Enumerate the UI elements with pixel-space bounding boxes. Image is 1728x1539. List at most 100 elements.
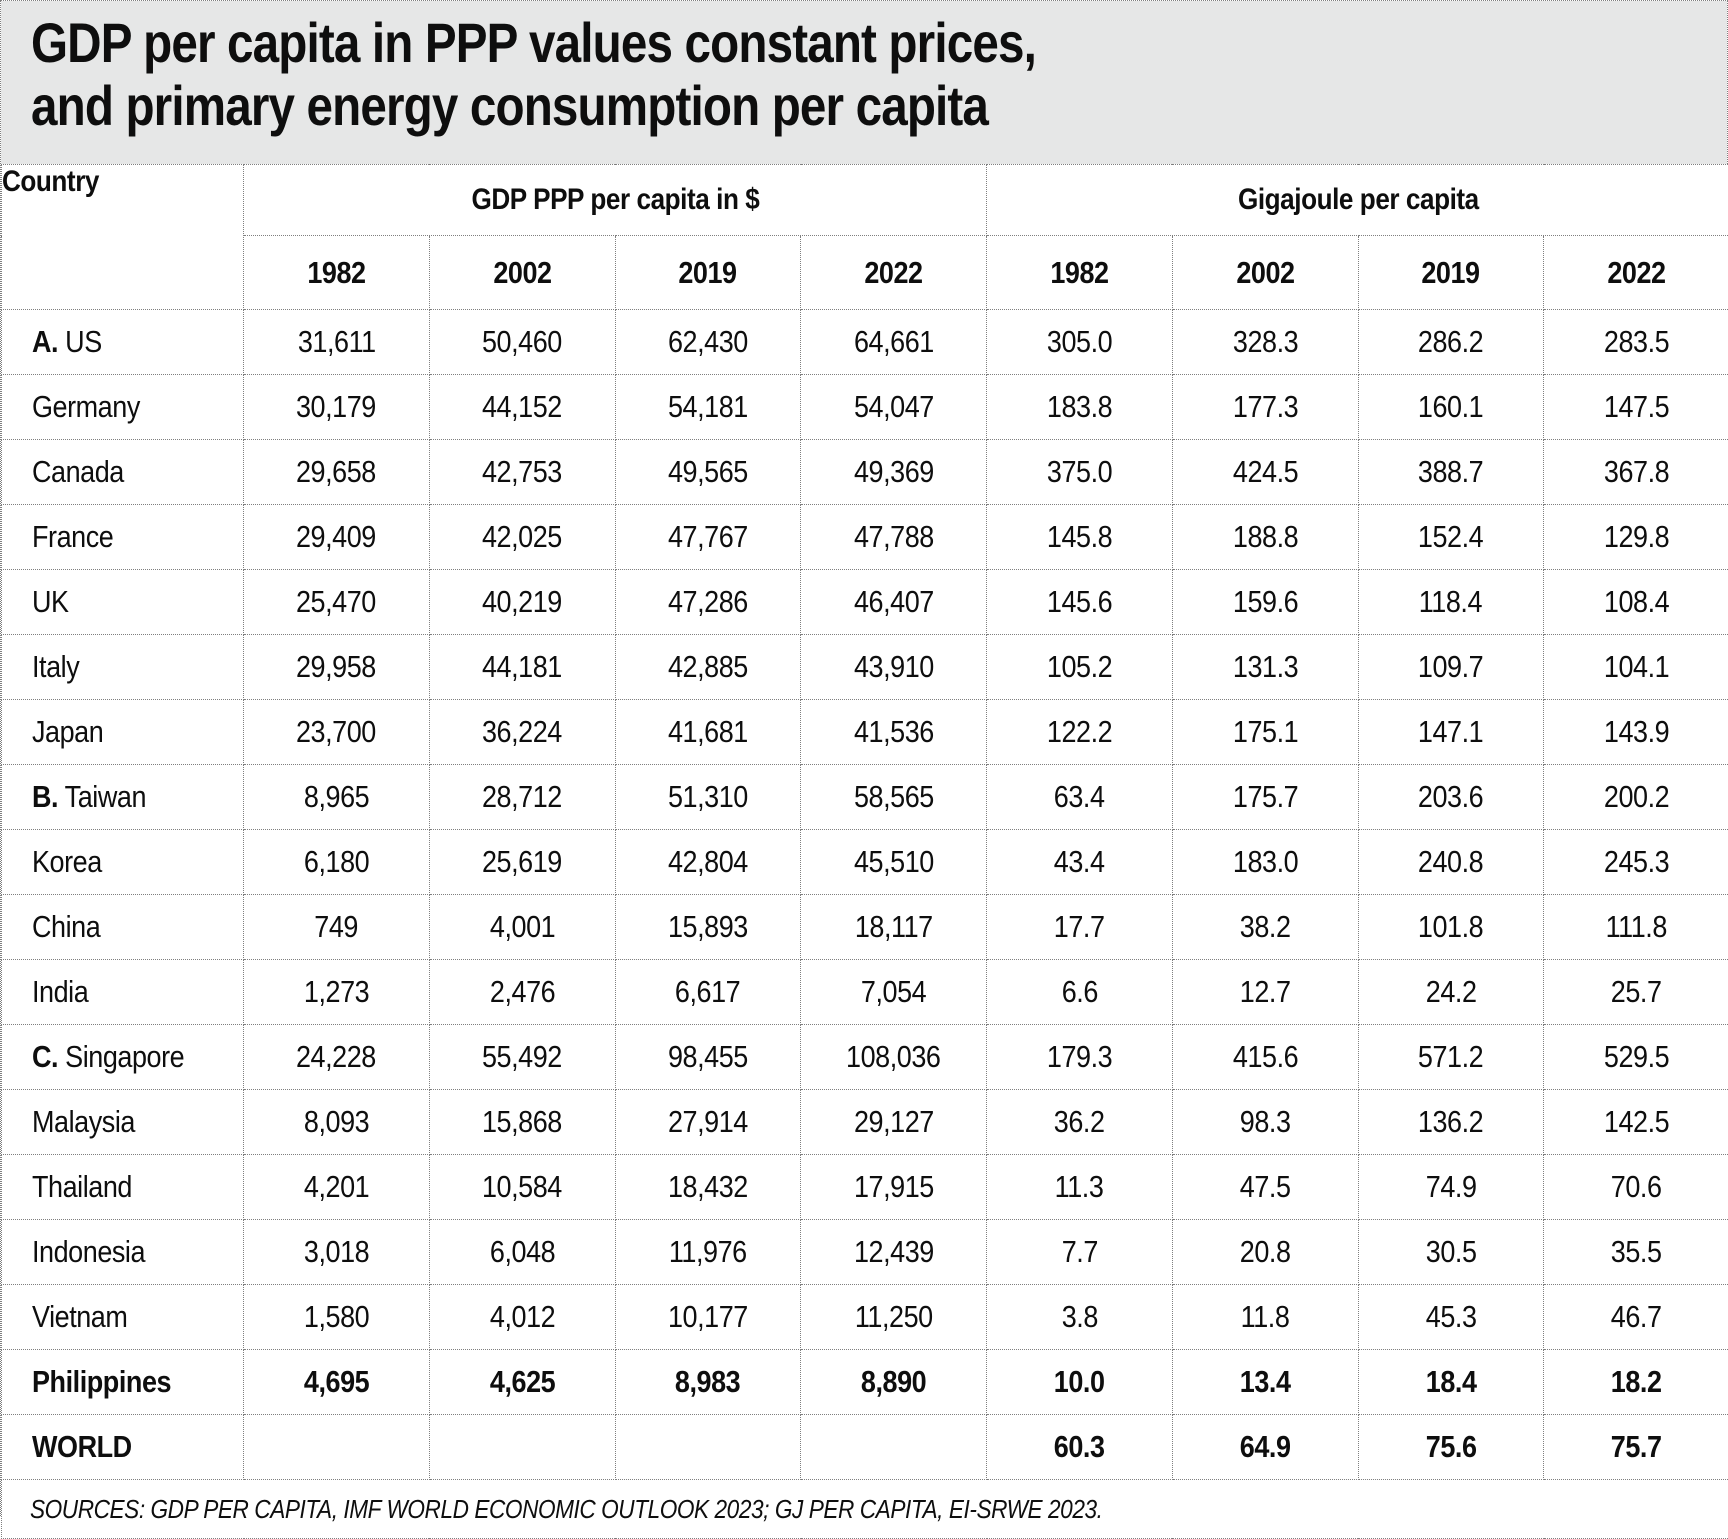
gigajoule-value-cell: 122.2 [987, 700, 1173, 765]
country-name: China [32, 909, 100, 944]
country-name: Germany [32, 389, 140, 424]
country-name: Japan [32, 714, 103, 749]
gigajoule-value-cell: 18.2 [1544, 1350, 1728, 1415]
country-cell: Malaysia [2, 1090, 244, 1155]
gdp-value-cell: 43,910 [801, 635, 987, 700]
gdp-value-cell: 42,025 [429, 505, 615, 570]
gigajoule-value-cell: 47.5 [1172, 1155, 1358, 1220]
gigajoule-value-cell: 105.2 [987, 635, 1173, 700]
page-title: GDP per capita in PPP values constant pr… [31, 11, 1473, 137]
gigajoule-value-cell: 13.4 [1172, 1350, 1358, 1415]
gdp-value-cell: 6,617 [615, 960, 801, 1025]
country-cell: C. Singapore [2, 1025, 244, 1090]
gdp-value-cell: 44,152 [429, 375, 615, 440]
gdp-value-cell: 58,565 [801, 765, 987, 830]
gdp-value-cell: 18,117 [801, 895, 987, 960]
gigajoule-value-cell: 35.5 [1544, 1220, 1728, 1285]
gdp-value-cell: 29,958 [244, 635, 430, 700]
country-name: Italy [32, 649, 79, 684]
gigajoule-value-cell: 20.8 [1172, 1220, 1358, 1285]
gigajoule-value-cell: 388.7 [1358, 440, 1544, 505]
gigajoule-value-cell: 177.3 [1172, 375, 1358, 440]
gdp-value-cell: 41,681 [615, 700, 801, 765]
country-cell: Indonesia [2, 1220, 244, 1285]
country-name: WORLD [32, 1429, 132, 1464]
gdp-value-cell: 31,611 [244, 310, 430, 375]
column-header-year: 1982 [244, 236, 430, 310]
country-name: Vietnam [32, 1299, 127, 1334]
country-name: US [65, 324, 102, 359]
gdp-value-cell: 54,047 [801, 375, 987, 440]
gdp-value-cell: 17,915 [801, 1155, 987, 1220]
title-line-1: GDP per capita in PPP values constant pr… [31, 11, 1036, 74]
gdp-value-cell: 42,753 [429, 440, 615, 505]
gigajoule-value-cell: 10.0 [987, 1350, 1173, 1415]
column-header-country: Country [2, 165, 244, 310]
country-name: Canada [32, 454, 124, 489]
gigajoule-value-cell: 101.8 [1358, 895, 1544, 960]
gdp-value-cell: 8,983 [615, 1350, 801, 1415]
column-header-year: 2019 [1358, 236, 1544, 310]
gdp-value-cell [429, 1415, 615, 1480]
country-cell: A. US [2, 310, 244, 375]
gigajoule-value-cell: 70.6 [1544, 1155, 1728, 1220]
country-cell: Italy [2, 635, 244, 700]
gigajoule-value-cell: 145.6 [987, 570, 1173, 635]
gdp-value-cell: 49,369 [801, 440, 987, 505]
gigajoule-value-cell: 375.0 [987, 440, 1173, 505]
column-header-year: 2002 [1172, 236, 1358, 310]
gigajoule-value-cell: 415.6 [1172, 1025, 1358, 1090]
gdp-value-cell: 42,885 [615, 635, 801, 700]
gigajoule-value-cell: 286.2 [1358, 310, 1544, 375]
country-cell: China [2, 895, 244, 960]
gdp-value-cell: 12,439 [801, 1220, 987, 1285]
gigajoule-value-cell: 74.9 [1358, 1155, 1544, 1220]
country-name: UK [32, 584, 69, 619]
gdp-value-cell: 62,430 [615, 310, 801, 375]
gdp-value-cell: 8,890 [801, 1350, 987, 1415]
source-note: SOURCES: GDP PER CAPITA, IMF WORLD ECONO… [2, 1480, 1728, 1539]
gdp-value-cell: 44,181 [429, 635, 615, 700]
gdp-value-cell: 64,661 [801, 310, 987, 375]
gdp-value-cell: 749 [244, 895, 430, 960]
gigajoule-value-cell: 104.1 [1544, 635, 1728, 700]
gdp-value-cell: 11,250 [801, 1285, 987, 1350]
gdp-value-cell: 51,310 [615, 765, 801, 830]
gigajoule-value-cell: 43.4 [987, 830, 1173, 895]
gigajoule-value-cell: 175.1 [1172, 700, 1358, 765]
gigajoule-value-cell: 147.5 [1544, 375, 1728, 440]
gigajoule-value-cell: 108.4 [1544, 570, 1728, 635]
gdp-value-cell: 4,201 [244, 1155, 430, 1220]
gdp-value-cell [801, 1415, 987, 1480]
gigajoule-value-cell: 63.4 [987, 765, 1173, 830]
gigajoule-value-cell: 203.6 [1358, 765, 1544, 830]
gdp-value-cell: 50,460 [429, 310, 615, 375]
country-name: Indonesia [32, 1234, 145, 1269]
gigajoule-value-cell: 12.7 [1172, 960, 1358, 1025]
country-name: Malaysia [32, 1104, 135, 1139]
gigajoule-value-cell: 30.5 [1358, 1220, 1544, 1285]
gdp-value-cell: 1,580 [244, 1285, 430, 1350]
gdp-value-cell: 42,804 [615, 830, 801, 895]
gigajoule-value-cell: 179.3 [987, 1025, 1173, 1090]
gdp-value-cell: 4,695 [244, 1350, 430, 1415]
country-cell: Canada [2, 440, 244, 505]
gdp-value-cell: 36,224 [429, 700, 615, 765]
gdp-value-cell: 25,619 [429, 830, 615, 895]
gigajoule-value-cell: 571.2 [1358, 1025, 1544, 1090]
title-block: GDP per capita in PPP values constant pr… [1, 1, 1727, 164]
gigajoule-value-cell: 75.6 [1358, 1415, 1544, 1480]
gdp-value-cell: 15,868 [429, 1090, 615, 1155]
gigajoule-value-cell: 38.2 [1172, 895, 1358, 960]
gigajoule-value-cell: 98.3 [1172, 1090, 1358, 1155]
gdp-value-cell: 45,510 [801, 830, 987, 895]
gdp-value-cell: 47,286 [615, 570, 801, 635]
